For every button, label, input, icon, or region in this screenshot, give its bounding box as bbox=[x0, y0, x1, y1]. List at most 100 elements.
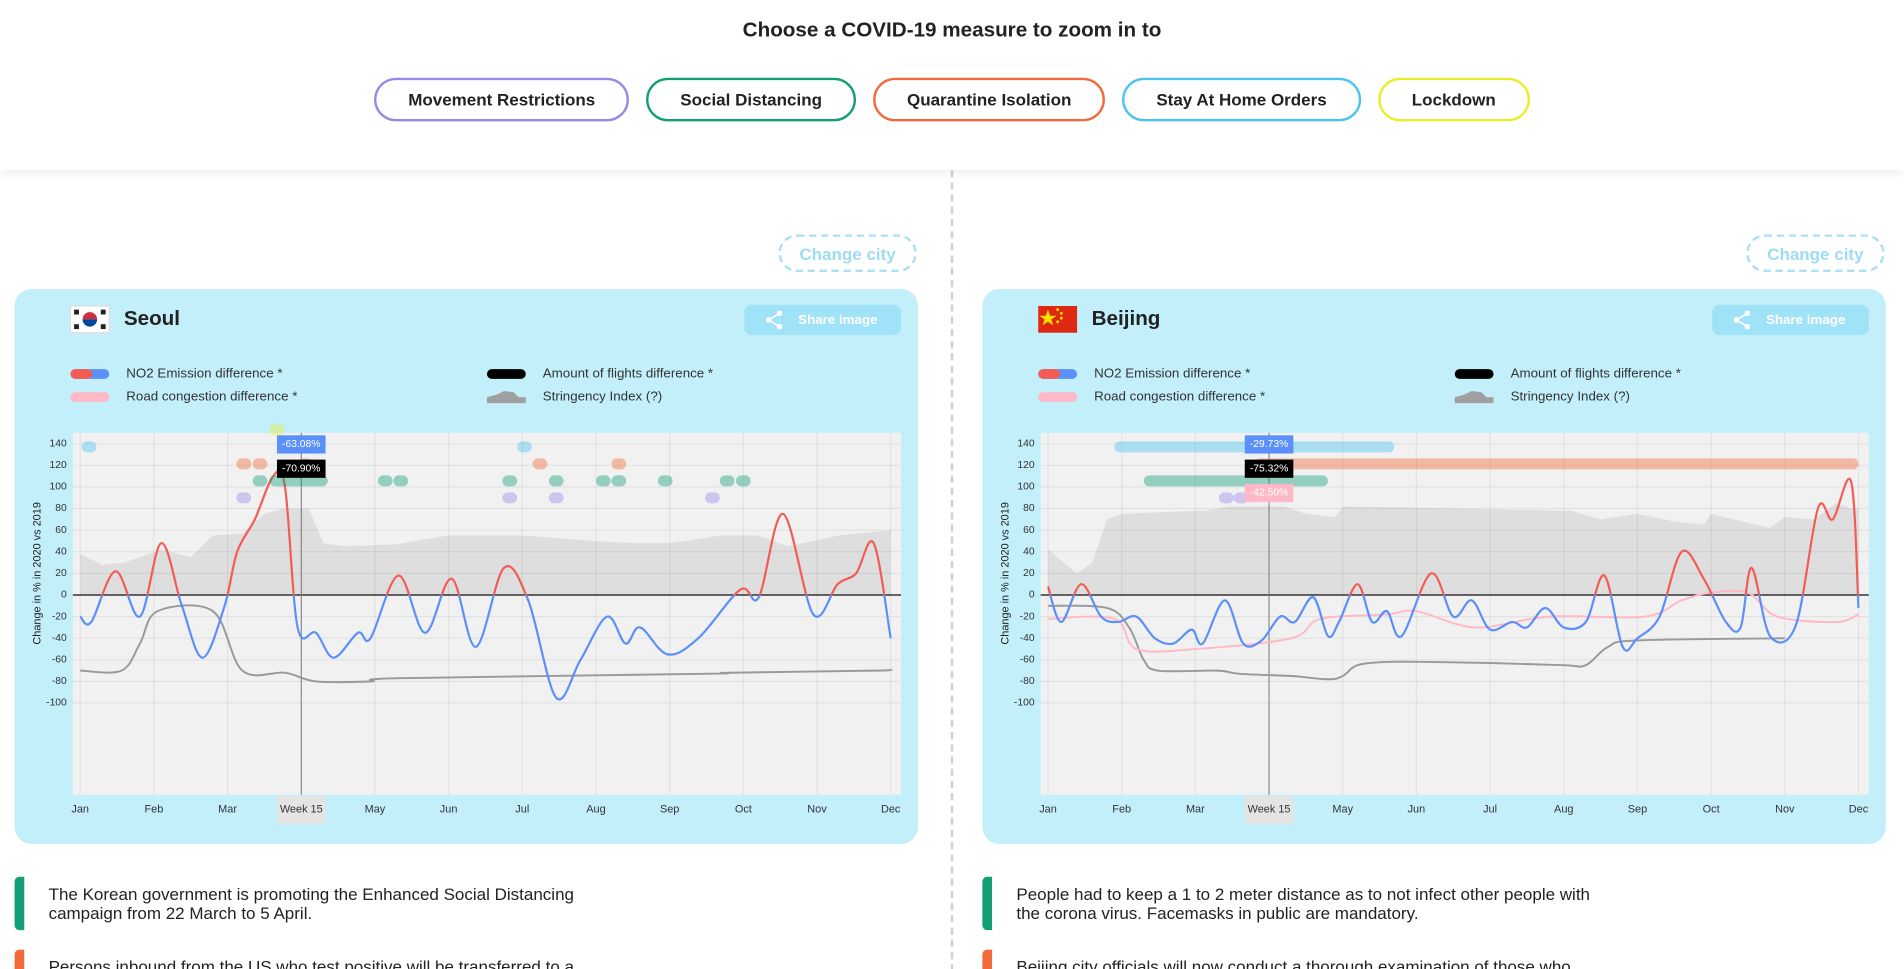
plot-background bbox=[1040, 432, 1869, 795]
measure-button[interactable]: Social Distancing bbox=[646, 77, 856, 122]
flag-small-star bbox=[1059, 316, 1063, 320]
y-tick-label: -100 bbox=[1014, 698, 1035, 709]
legend-label: Road congestion difference * bbox=[126, 389, 297, 404]
share-button[interactable]: Share image bbox=[744, 304, 902, 336]
flag bbox=[1038, 306, 1078, 333]
measure-span bbox=[236, 492, 252, 504]
note-bar bbox=[982, 876, 993, 931]
y-tick-label: 140 bbox=[1017, 438, 1034, 449]
x-tick-label: Dec bbox=[881, 803, 901, 815]
y-tick-label: 0 bbox=[1029, 590, 1035, 601]
y-tick-label: 40 bbox=[55, 546, 67, 557]
tooltip-box bbox=[1244, 483, 1294, 503]
x-tick-label: Sep bbox=[660, 803, 679, 815]
legend-swatch bbox=[70, 369, 93, 379]
share-bg bbox=[744, 304, 902, 336]
flag-bars bbox=[100, 324, 106, 330]
measure-span bbox=[269, 424, 285, 436]
x-tick-label: Nov bbox=[1775, 803, 1795, 815]
change-city-button[interactable]: Change city bbox=[1746, 234, 1885, 273]
divider bbox=[950, 170, 954, 969]
x-tick-label: Mar bbox=[1186, 803, 1205, 815]
x-tick-label: May bbox=[365, 803, 386, 815]
plot-background bbox=[72, 432, 902, 795]
measure-button[interactable]: Movement Restrictions bbox=[374, 77, 630, 122]
y-tick-label: 0 bbox=[61, 590, 67, 601]
measure-span bbox=[377, 475, 393, 487]
x-tick-label: Oct bbox=[1703, 803, 1720, 815]
x-tick-label: Feb bbox=[145, 803, 164, 815]
measure-span bbox=[517, 441, 532, 453]
y-tick-label: -20 bbox=[52, 611, 67, 622]
x-tick-label: Jan bbox=[1039, 803, 1057, 815]
legend-swatch bbox=[1454, 369, 1494, 379]
measure-span bbox=[548, 475, 564, 487]
measure-button[interactable]: Stay At Home Orders bbox=[1122, 77, 1361, 122]
x-tick-label: Week 15 bbox=[280, 803, 323, 815]
flag-small-star bbox=[1056, 320, 1060, 324]
y-tick-label: 100 bbox=[1017, 482, 1034, 493]
no2-line bbox=[1047, 477, 1860, 652]
legend-swatch bbox=[1038, 392, 1078, 402]
city-name: Beijing bbox=[1092, 307, 1161, 330]
city-card: Seoul Share image NO2 Emission difference … bbox=[14, 289, 919, 844]
week-highlight bbox=[276, 796, 326, 825]
legend-label: Stringency Index (?) bbox=[1511, 389, 1630, 404]
measure-span bbox=[81, 441, 97, 453]
x-tick-label: Sep bbox=[1628, 803, 1647, 815]
measure-span bbox=[236, 458, 252, 470]
city-chart: Beijing Share image NO2 Emission differenc… bbox=[999, 304, 1869, 825]
note-bar bbox=[982, 949, 993, 969]
x-tick-label: May bbox=[1332, 803, 1353, 815]
note-bar bbox=[14, 876, 25, 931]
x-tick-label: Jun bbox=[1408, 803, 1426, 815]
legend-swatch bbox=[486, 391, 526, 404]
y-tick-label: 80 bbox=[1023, 503, 1035, 514]
x-tick-label: Dec bbox=[1849, 803, 1869, 815]
measure-button[interactable]: Quarantine Isolation bbox=[872, 77, 1106, 122]
flag-blue bbox=[82, 319, 98, 327]
x-tick-label: Jul bbox=[1483, 803, 1497, 815]
flag-bars bbox=[74, 309, 79, 315]
tooltip-box bbox=[1244, 435, 1294, 454]
legend-label: NO2 Emission difference * bbox=[126, 366, 282, 381]
measure-span bbox=[502, 492, 518, 504]
y-tick-label: -20 bbox=[1020, 611, 1035, 622]
tooltip-text: -42.50% bbox=[1250, 488, 1288, 499]
city-card: Beijing Share image NO2 Emission differenc… bbox=[982, 289, 1886, 844]
measure-span bbox=[269, 475, 328, 487]
series-line bbox=[1048, 589, 1859, 653]
change-city-button[interactable]: Change city bbox=[778, 234, 917, 273]
measure-span bbox=[1233, 492, 1249, 504]
share-button[interactable]: Share image bbox=[1712, 304, 1869, 336]
y-tick-label: -40 bbox=[1020, 633, 1035, 644]
y-tick-label: 80 bbox=[55, 503, 67, 514]
flag-bars bbox=[100, 309, 106, 315]
tooltip-text: -75.32% bbox=[1250, 463, 1288, 474]
measure-span bbox=[1254, 458, 1859, 470]
tooltip-text: -70.90% bbox=[282, 463, 320, 474]
y-tick-label: 140 bbox=[50, 438, 67, 449]
city-name: Seoul bbox=[124, 307, 180, 330]
legend-label: NO2 Emission difference * bbox=[1094, 366, 1250, 381]
share-icon-line bbox=[768, 312, 780, 328]
series-line bbox=[1048, 604, 1785, 681]
measure-span bbox=[657, 475, 673, 487]
y-tick-label: 20 bbox=[1023, 568, 1035, 579]
share-label: Share image bbox=[798, 312, 877, 327]
x-tick-label: Oct bbox=[735, 803, 752, 815]
week-highlight bbox=[1244, 796, 1294, 825]
note-text: The Korean government is promoting the E… bbox=[48, 884, 574, 923]
legend-swatch bbox=[486, 369, 526, 379]
stringency-area bbox=[80, 508, 891, 595]
share-icon-line bbox=[1736, 312, 1748, 328]
flag-star bbox=[1039, 309, 1057, 326]
note-text: People had to keep a 1 to 2 meter distan… bbox=[1016, 884, 1591, 923]
header: Choose a COVID-19 measure to zoom in to … bbox=[0, 0, 1904, 171]
tooltip-text: -29.73% bbox=[1250, 439, 1288, 450]
flag-bars bbox=[74, 324, 79, 330]
measure-button[interactable]: Lockdown bbox=[1377, 77, 1530, 122]
x-tick-label: Aug bbox=[586, 803, 605, 815]
measure-span bbox=[611, 475, 627, 487]
y-tick-label: 40 bbox=[1023, 546, 1035, 557]
